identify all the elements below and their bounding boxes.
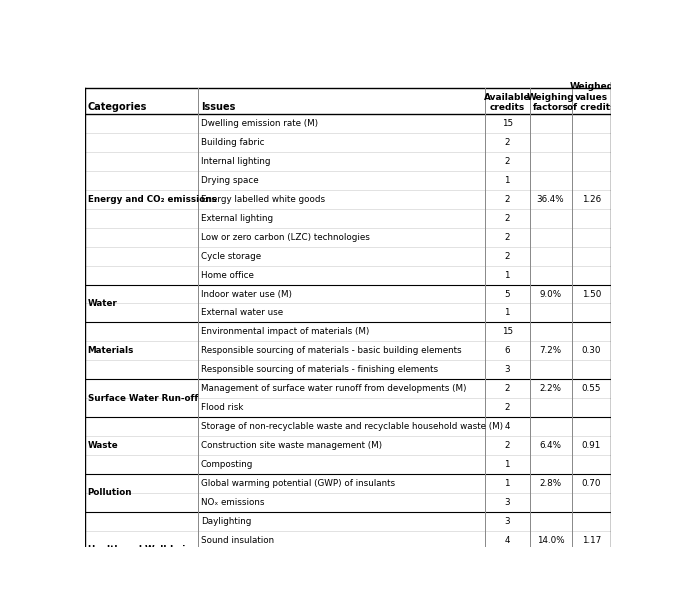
Text: 7.2%: 7.2%: [540, 346, 562, 355]
Text: 2: 2: [504, 232, 510, 242]
Text: 1: 1: [504, 555, 510, 564]
Text: 9.0%: 9.0%: [540, 290, 562, 298]
Text: 2.2%: 2.2%: [540, 384, 562, 393]
Text: 1.17: 1.17: [582, 536, 601, 545]
Text: Management of surface water runoff from developments (M): Management of surface water runoff from …: [201, 384, 466, 393]
Text: 2: 2: [504, 138, 510, 147]
Text: 2: 2: [504, 157, 510, 166]
Text: 0.30: 0.30: [582, 346, 601, 355]
Text: Storage of non-recyclable waste and recyclable household waste (M): Storage of non-recyclable waste and recy…: [201, 422, 502, 431]
Text: Categories: Categories: [88, 102, 147, 112]
Text: Low or zero carbon (LZC) technologies: Low or zero carbon (LZC) technologies: [201, 232, 369, 242]
Text: 3: 3: [504, 365, 510, 375]
Text: Weighing
factors: Weighing factors: [527, 93, 574, 112]
Text: 2: 2: [504, 441, 510, 450]
Text: Composting: Composting: [201, 460, 253, 469]
Text: Environmental impact of materials (M): Environmental impact of materials (M): [201, 327, 369, 336]
Text: Building fabric: Building fabric: [201, 138, 264, 147]
Text: Flood risk: Flood risk: [201, 403, 243, 412]
Text: 15: 15: [502, 327, 513, 336]
Text: Water: Water: [88, 299, 117, 308]
Text: Responsible sourcing of materials - basic building elements: Responsible sourcing of materials - basi…: [201, 346, 461, 355]
Text: 6: 6: [504, 346, 510, 355]
Text: 2: 2: [504, 611, 510, 615]
Text: Home user guide: Home user guide: [201, 593, 276, 601]
Text: Materials: Materials: [88, 346, 134, 355]
Text: Available
credits: Available credits: [484, 93, 530, 112]
Text: Home office: Home office: [201, 271, 253, 280]
Text: Lifetime homes (M): Lifetime homes (M): [201, 574, 285, 582]
Text: 2: 2: [504, 214, 510, 223]
Text: 3: 3: [504, 517, 510, 526]
Text: Cycle storage: Cycle storage: [201, 252, 261, 261]
Text: 2: 2: [504, 403, 510, 412]
Text: Drying space: Drying space: [201, 176, 258, 185]
Text: Private space: Private space: [201, 555, 259, 564]
Text: 0.55: 0.55: [582, 384, 601, 393]
Text: Considerate constructors scheme: Considerate constructors scheme: [201, 611, 348, 615]
Text: 6.4%: 6.4%: [540, 441, 562, 450]
Text: 1: 1: [504, 460, 510, 469]
Text: Surface Water Run-off: Surface Water Run-off: [88, 394, 198, 403]
Text: 3: 3: [504, 498, 510, 507]
Text: Health and Well-being: Health and Well-being: [88, 546, 198, 554]
Text: 14.0%: 14.0%: [537, 536, 564, 545]
Text: 4: 4: [504, 574, 510, 582]
Text: 2: 2: [504, 252, 510, 261]
Text: 0.70: 0.70: [582, 479, 601, 488]
Text: Daylighting: Daylighting: [201, 517, 251, 526]
Text: Responsible sourcing of materials - finishing elements: Responsible sourcing of materials - fini…: [201, 365, 438, 375]
Text: NOₓ emissions: NOₓ emissions: [201, 498, 264, 507]
Text: External water use: External water use: [201, 309, 282, 317]
Text: Sound insulation: Sound insulation: [201, 536, 274, 545]
Text: 5: 5: [504, 290, 510, 298]
Text: 4: 4: [504, 422, 510, 431]
Text: Global warming potential (GWP) of insulants: Global warming potential (GWP) of insula…: [201, 479, 394, 488]
Text: 15: 15: [502, 119, 513, 128]
Text: Indoor water use (M): Indoor water use (M): [201, 290, 292, 298]
Text: 3: 3: [504, 593, 510, 601]
Text: Dwelling emission rate (M): Dwelling emission rate (M): [201, 119, 318, 128]
Text: Waste: Waste: [88, 441, 118, 450]
Text: 1.26: 1.26: [582, 195, 601, 204]
Text: 1: 1: [504, 479, 510, 488]
Text: 1.50: 1.50: [582, 290, 601, 298]
Text: 36.4%: 36.4%: [537, 195, 564, 204]
Text: 10.0%: 10.0%: [536, 611, 564, 615]
Text: 1: 1: [504, 271, 510, 280]
Text: 1.11: 1.11: [582, 611, 601, 615]
Text: 2: 2: [504, 384, 510, 393]
Text: 1: 1: [504, 176, 510, 185]
Text: Construction site waste management (M): Construction site waste management (M): [201, 441, 382, 450]
Text: Pollution: Pollution: [88, 488, 132, 498]
Text: Energy and CO₂ emissions: Energy and CO₂ emissions: [88, 195, 216, 204]
Text: 2.8%: 2.8%: [540, 479, 562, 488]
Text: Energy labelled white goods: Energy labelled white goods: [201, 195, 325, 204]
Text: 2: 2: [504, 195, 510, 204]
Text: Internal lighting: Internal lighting: [201, 157, 270, 166]
Text: Issues: Issues: [201, 102, 235, 112]
Text: 4: 4: [504, 536, 510, 545]
Text: External lighting: External lighting: [201, 214, 273, 223]
Text: 0.91: 0.91: [582, 441, 601, 450]
Text: Weighed
values
of credits: Weighed values of credits: [567, 82, 616, 112]
Text: 1: 1: [504, 309, 510, 317]
